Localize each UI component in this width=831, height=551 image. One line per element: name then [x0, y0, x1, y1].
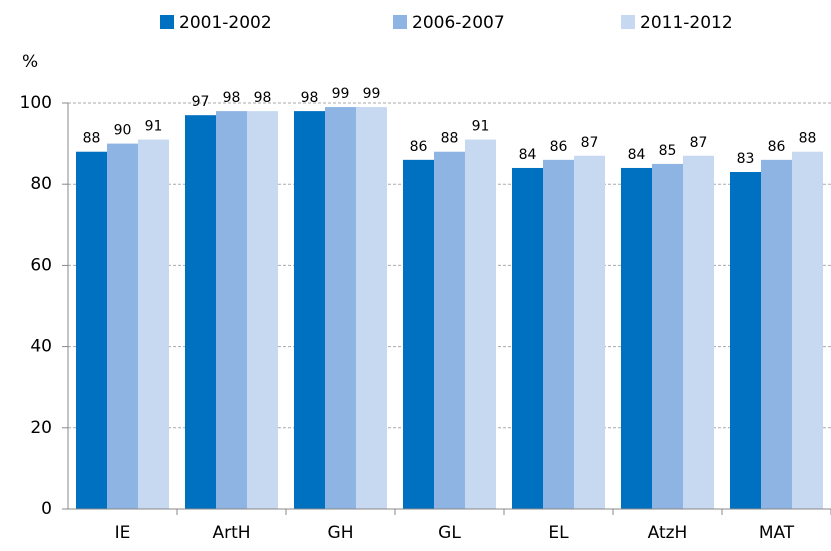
legend-label: 2011-2012: [640, 13, 733, 33]
value-label: 83: [737, 151, 755, 167]
legend-swatch: [393, 15, 407, 29]
value-label: 86: [410, 139, 428, 155]
value-label: 98: [223, 90, 241, 106]
bar: [543, 159, 574, 509]
bar: [403, 159, 434, 509]
bar: [512, 167, 543, 509]
value-label: 88: [83, 131, 101, 147]
x-tick-label: AtzH: [648, 523, 688, 543]
value-label: 88: [799, 131, 817, 147]
value-label: 91: [145, 119, 163, 135]
bar: [138, 139, 169, 510]
bar: [683, 155, 714, 509]
bar: [325, 107, 356, 509]
bar: [294, 111, 325, 510]
value-label: 84: [628, 147, 646, 163]
y-tick-label: 80: [30, 174, 52, 194]
x-tick-label: EL: [548, 523, 569, 543]
value-label: 88: [441, 131, 459, 147]
x-tick-label: IE: [115, 523, 131, 543]
y-tick-label: 20: [30, 418, 52, 438]
value-label: 90: [114, 123, 132, 139]
value-label: 87: [690, 135, 708, 151]
legend-swatch: [621, 15, 635, 29]
bar: [216, 111, 247, 510]
legend-swatch: [160, 15, 174, 29]
y-tick-label: 100: [20, 93, 52, 113]
bar: [434, 151, 465, 509]
value-label: 86: [768, 139, 786, 155]
bar: [76, 151, 107, 509]
value-label: 99: [332, 86, 350, 102]
x-tick-label: GH: [328, 523, 354, 543]
y-tick-label: 40: [30, 337, 52, 357]
x-tick-label: GL: [438, 523, 461, 543]
value-label: 99: [363, 86, 381, 102]
bar: [730, 172, 761, 509]
value-label: 98: [254, 90, 272, 106]
bar: [247, 111, 278, 510]
value-label: 85: [659, 143, 677, 159]
bar: [107, 143, 138, 509]
bar: [761, 159, 792, 509]
value-label: 87: [581, 135, 599, 151]
x-tick-label: MAT: [759, 523, 795, 543]
value-label: 98: [301, 90, 319, 106]
bar: [574, 155, 605, 509]
legend-label: 2001-2002: [179, 13, 272, 33]
y-tick-label: 0: [41, 499, 52, 519]
bar: [356, 107, 387, 509]
bar: [185, 115, 216, 510]
value-label: 86: [550, 139, 568, 155]
bar: [621, 167, 652, 509]
y-tick-label: 60: [30, 255, 52, 275]
bar: [792, 151, 823, 509]
x-tick-label: ArtH: [212, 523, 250, 543]
y-axis-label: %: [22, 52, 38, 72]
legend-label: 2006-2007: [412, 13, 505, 33]
bar: [652, 163, 683, 509]
bar: [465, 139, 496, 510]
value-label: 91: [472, 119, 490, 135]
value-label: 97: [192, 94, 210, 110]
value-label: 84: [519, 147, 537, 163]
